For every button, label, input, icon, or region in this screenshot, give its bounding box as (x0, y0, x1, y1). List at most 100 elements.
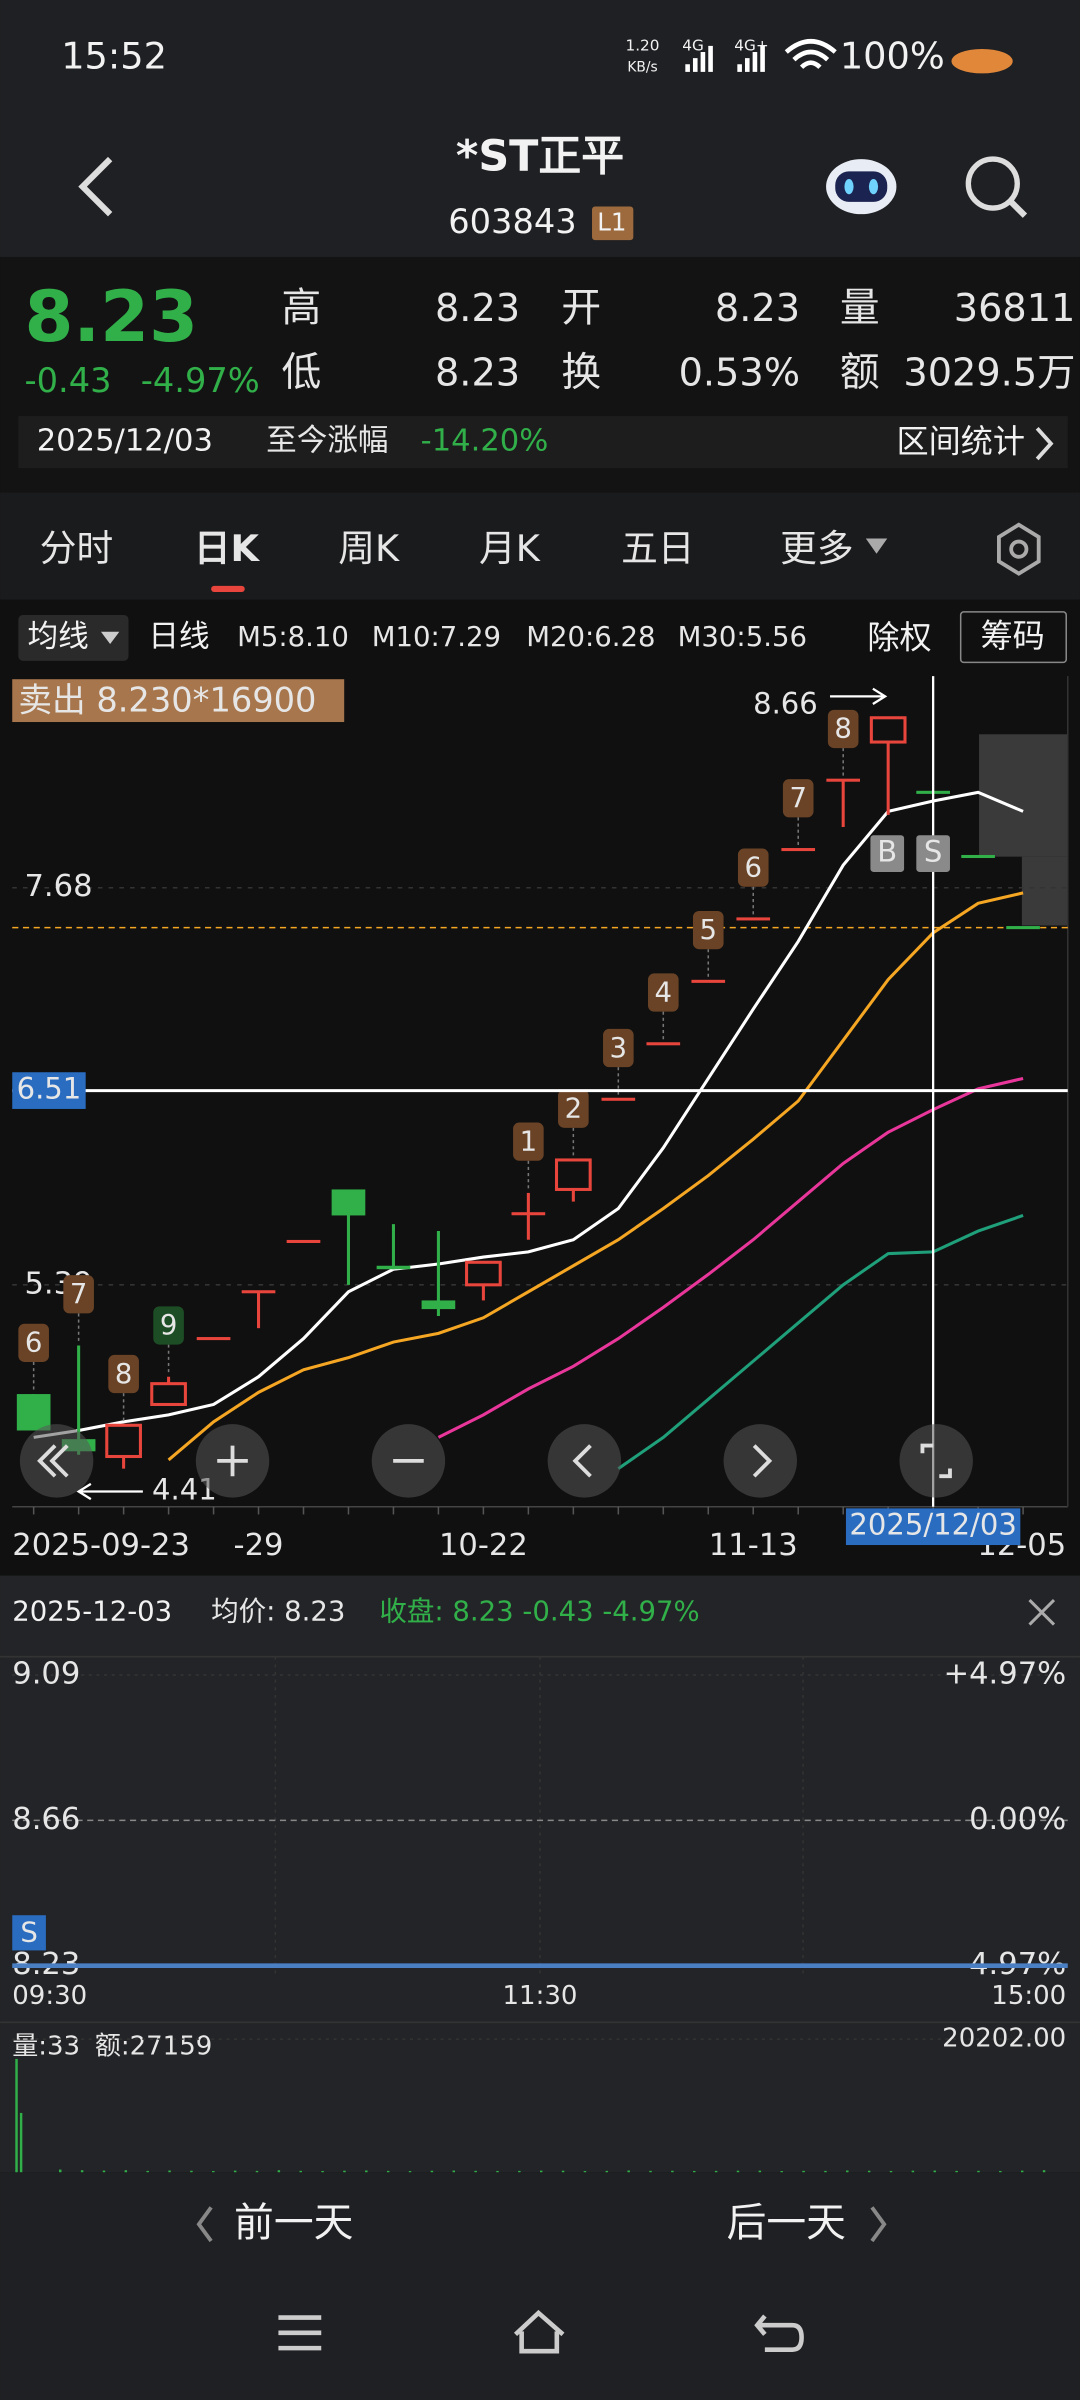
candle-body (554, 1158, 592, 1191)
volume-bar (80, 2170, 84, 2173)
volume-bar (1042, 2170, 1046, 2173)
badge-label: 3 (610, 1032, 628, 1064)
y-tick-label: 20202.00 (942, 2024, 1066, 2054)
volume-bar (933, 2170, 936, 2173)
chart-button[interactable] (19, 1424, 94, 1498)
stock-code: 603843 (448, 202, 576, 241)
stat-label: 高 (281, 285, 321, 331)
back-button[interactable] (78, 156, 113, 217)
back-nav[interactable] (754, 2314, 804, 2352)
tab[interactable]: 月K (479, 527, 541, 570)
volume-bar (168, 2170, 171, 2173)
volume-bar (15, 2058, 18, 2173)
tab[interactable]: 五日 (621, 527, 694, 570)
more-arrow (865, 538, 888, 554)
volume-bar (496, 2170, 499, 2173)
ma-line (617, 1214, 1024, 1470)
badge-label: 6 (744, 851, 762, 883)
chevron (196, 2206, 213, 2243)
next-day[interactable]: 后一天 (727, 2200, 846, 2246)
volume-bar (561, 2170, 565, 2173)
volume-bar (146, 2170, 149, 2173)
candle-body (511, 1212, 546, 1216)
candle-body (16, 1394, 51, 1431)
footer-bg (0, 2172, 1080, 2400)
trade-mark: B (877, 835, 897, 869)
badge (63, 1275, 94, 1314)
chart-button[interactable] (899, 1424, 973, 1498)
since-label: 至今涨幅 (266, 424, 388, 459)
volume-bar (1020, 2170, 1024, 2173)
assistant-icon[interactable] (826, 159, 897, 215)
y-tick-label: 9.09 (12, 1657, 80, 1692)
ma-legend: M5:8.10 (237, 621, 349, 653)
chips-box[interactable] (959, 611, 1067, 664)
range-stats[interactable]: 区间统计 (896, 423, 1024, 461)
volume-bar (780, 2171, 783, 2173)
ma-select[interactable]: 均线 (28, 619, 89, 654)
search-button[interactable] (965, 156, 1028, 218)
candle-body (150, 1382, 187, 1407)
ma-legend: M20:6.28 (526, 621, 655, 653)
exright-button[interactable]: 除权 (867, 618, 931, 656)
volume-bar (299, 2170, 302, 2173)
stat-label: 开 (561, 285, 601, 331)
tab[interactable]: 分时 (40, 527, 113, 570)
ma-select-bg[interactable] (18, 614, 129, 661)
chips-button[interactable]: 筹码 (981, 617, 1045, 655)
badge (153, 1306, 184, 1345)
badge-label: 5 (700, 914, 718, 946)
badge-label: 8 (115, 1358, 133, 1390)
chart-button[interactable] (723, 1424, 797, 1498)
signal-label: 4G+ (734, 36, 768, 54)
stat-value: 8.23 (715, 287, 800, 331)
chart-button-icon (217, 1445, 248, 1477)
badge (603, 1028, 634, 1068)
volume-bar (671, 2170, 674, 2173)
volume-bar (824, 2170, 827, 2173)
volume-bar (714, 2170, 718, 2173)
volume-bar (233, 2170, 237, 2173)
trade-mark: S (924, 835, 942, 869)
high-arrow (830, 687, 888, 705)
stat-value: 0.53% (679, 351, 800, 395)
candle-body (105, 1423, 142, 1459)
level-badge (592, 206, 634, 241)
candle-body (241, 1290, 276, 1294)
status-time: 15:52 (61, 35, 167, 78)
home-nav[interactable] (513, 2309, 565, 2354)
tab[interactable]: 更多 (780, 527, 853, 570)
x-tick-label: 15:00 (991, 1981, 1066, 2011)
volume-bar (540, 2170, 543, 2173)
crosshair-date: 2025/12/03 (849, 1508, 1016, 1542)
marker-bg (12, 1915, 46, 1951)
volume-bar (999, 2170, 1002, 2173)
chart-button[interactable] (547, 1424, 622, 1498)
side-panel (979, 734, 1068, 857)
settings-button[interactable] (997, 522, 1041, 576)
volume-bar (977, 2170, 980, 2173)
volume-bar (605, 2170, 609, 2173)
y2-tick-label: 0.00% (969, 1802, 1066, 1837)
volume-bar (758, 2170, 762, 2173)
ma-legend: M30:5.56 (678, 621, 807, 653)
volume-bar (408, 2171, 412, 2173)
candle-body (1006, 926, 1040, 930)
stat-value: 3029.5万 (903, 351, 1075, 395)
volume-bar (343, 2170, 346, 2173)
stat-label: 低 (281, 349, 321, 395)
volume-bar (365, 2170, 368, 2173)
volume-bar (649, 2170, 652, 2173)
change: -0.43 (24, 361, 111, 400)
settings-icon (1009, 539, 1029, 559)
tab[interactable]: 日K (194, 527, 261, 570)
volume-bar (102, 2170, 106, 2173)
tab[interactable]: 周K (338, 527, 400, 570)
volume-bar (19, 2112, 23, 2173)
stat-value: 36811 (954, 287, 1076, 331)
menu-nav[interactable] (278, 2315, 322, 2351)
prev-day[interactable]: 前一天 (234, 2200, 353, 2246)
candle-body (826, 778, 861, 782)
close-button[interactable] (1028, 1599, 1056, 1626)
